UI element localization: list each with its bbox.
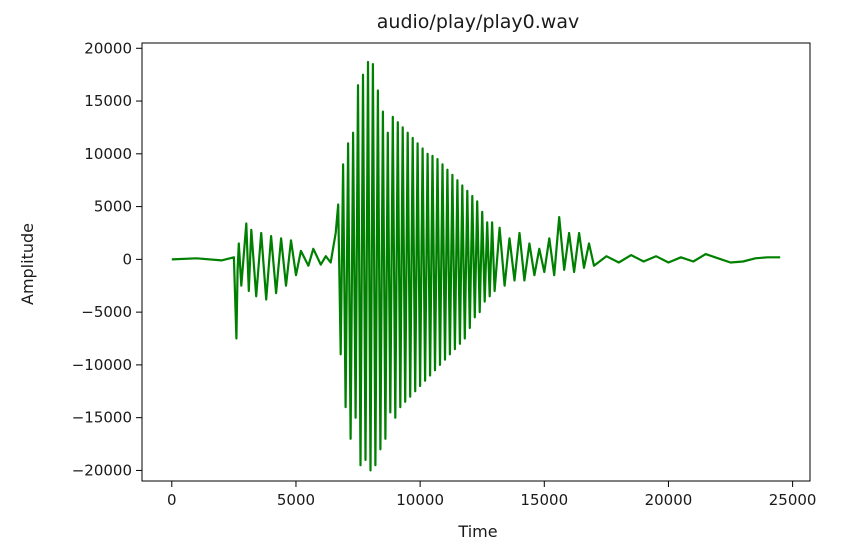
y-axis-label: Amplitude [18,223,37,305]
x-tick-label: 0 [167,491,177,509]
y-tick-label: 5000 [94,198,132,216]
y-tick-label: 10000 [84,145,132,163]
plot-series [171,60,781,472]
y-tick-label: −15000 [72,409,132,427]
x-tick-label: 25000 [769,491,817,509]
series-line-0 [171,60,781,472]
x-axis-label: Time [457,522,497,541]
x-tick-label: 15000 [520,491,568,509]
y-axis: 20000 15000 10000 5000 0 −5000 −10000 −15000 −20… [72,39,142,479]
y-tick-label: −10000 [72,356,132,374]
x-tick-label: 20000 [645,491,693,509]
x-tick-label: 10000 [396,491,444,509]
chart-title: audio/play/play0.wav [377,11,579,33]
y-tick-label: −20000 [72,461,132,479]
y-tick-label: 15000 [84,92,132,110]
y-tick-label: 0 [122,250,132,268]
y-tick-label: 20000 [84,39,132,57]
x-axis: 0 5000 10000 15000 20000 25000 [167,481,816,509]
plot-frame [141,42,811,482]
x-tick-label: 5000 [277,491,315,509]
y-tick-label: −5000 [81,303,132,321]
